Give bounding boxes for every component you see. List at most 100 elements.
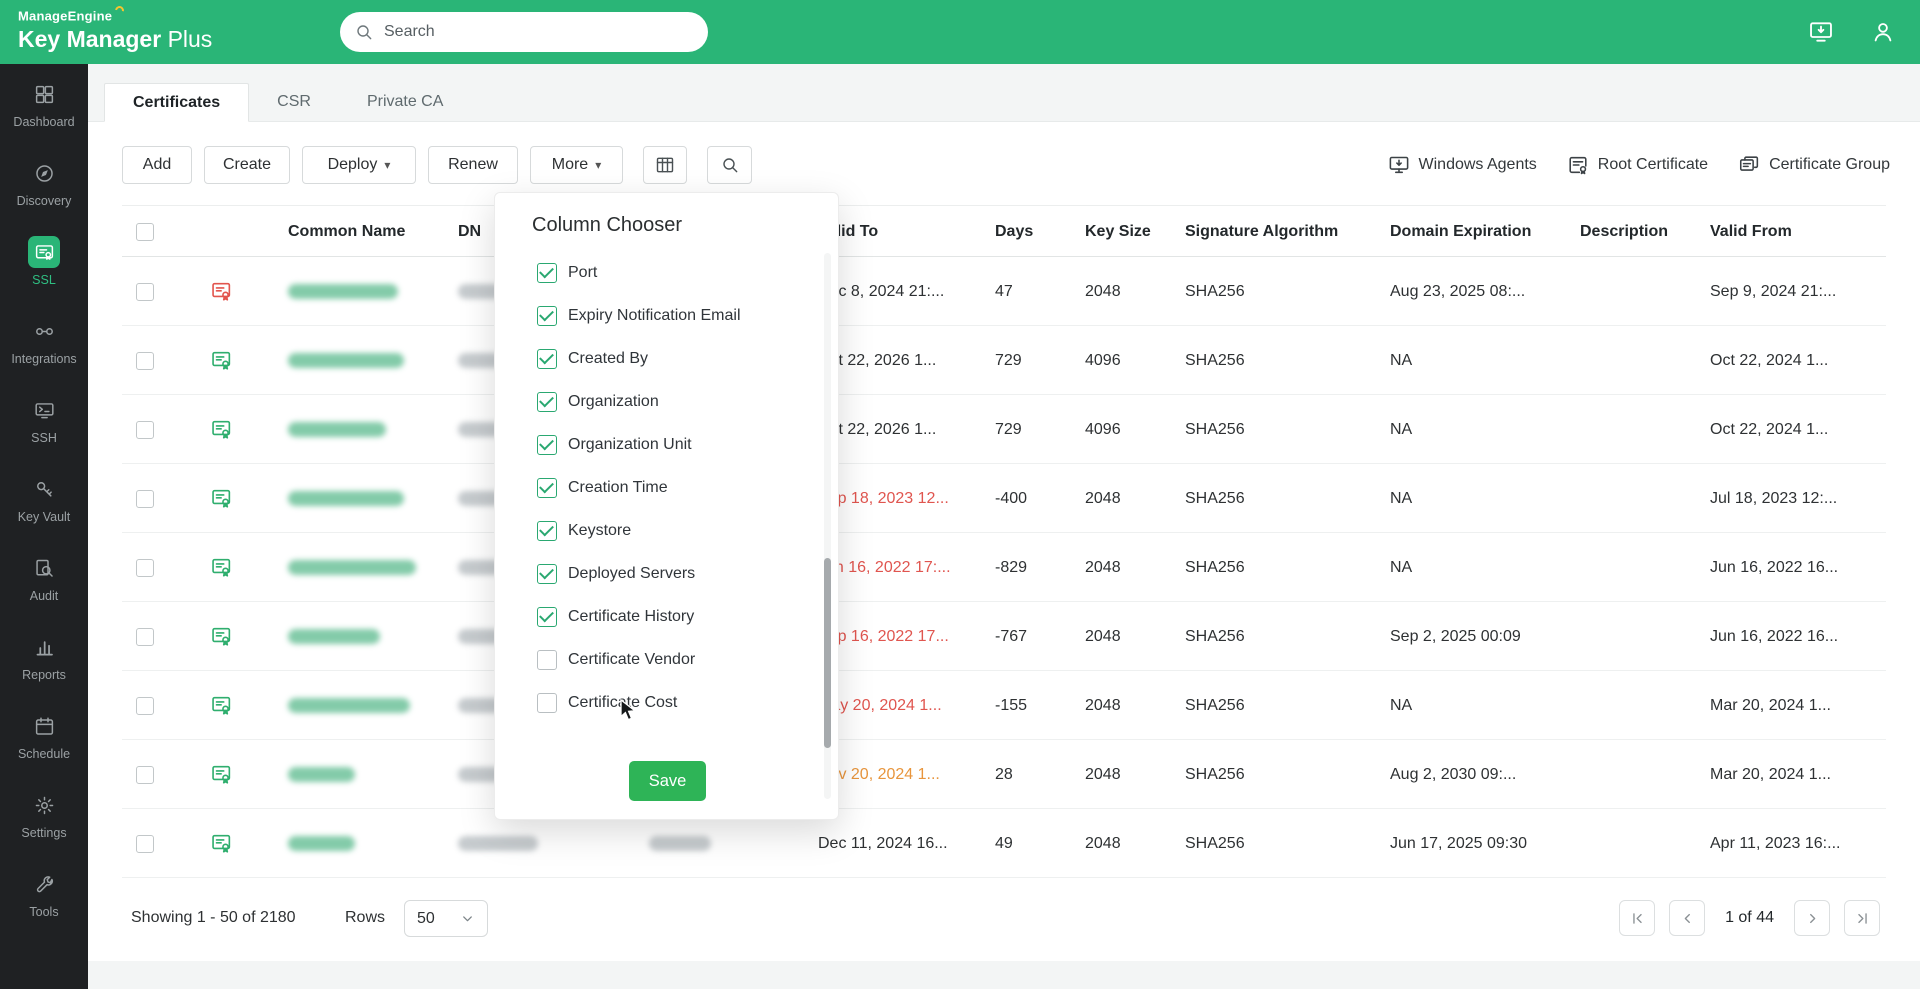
tab-csr[interactable]: CSR bbox=[277, 93, 311, 110]
tools-icon bbox=[34, 874, 55, 895]
sidebar-item-ssl[interactable]: SSL bbox=[0, 222, 88, 301]
checked-checkbox[interactable] bbox=[537, 348, 557, 369]
unchecked-checkbox[interactable] bbox=[537, 649, 557, 670]
checked-checkbox[interactable] bbox=[537, 391, 557, 412]
sidebar-item-discovery[interactable]: Discovery bbox=[0, 143, 88, 222]
select-all-checkbox[interactable] bbox=[136, 223, 154, 241]
select-all-cell[interactable] bbox=[136, 206, 154, 258]
tab-certificates[interactable]: Certificates bbox=[104, 83, 250, 122]
column-header-days[interactable]: Days bbox=[995, 223, 1034, 240]
common-name-redacted bbox=[288, 353, 404, 368]
integrations-icon bbox=[34, 321, 55, 342]
column-chooser-item-certificate-history[interactable]: Certificate History bbox=[537, 595, 804, 638]
root-certificate-link[interactable]: Root Certificate bbox=[1567, 154, 1708, 176]
column-header-key_size[interactable]: Key Size bbox=[1085, 223, 1151, 240]
windows-agents-link[interactable]: Windows Agents bbox=[1388, 154, 1537, 176]
button-label: Add bbox=[142, 156, 172, 173]
cell-domain_expiration: Aug 23, 2025 08:... bbox=[1390, 282, 1526, 300]
sidebar-item-integrations[interactable]: Integrations bbox=[0, 301, 88, 380]
global-search[interactable] bbox=[340, 12, 708, 52]
cell-valid_to: Jun 16, 2022 17:... bbox=[818, 558, 951, 576]
column-header-domain_expiration[interactable]: Domain Expiration bbox=[1390, 223, 1532, 240]
top-header: ManageEngine Key Manager Plus bbox=[0, 0, 1920, 64]
row-checkbox[interactable] bbox=[136, 765, 154, 784]
row-checkbox[interactable] bbox=[136, 489, 154, 508]
column-chooser-item-creation-time[interactable]: Creation Time bbox=[537, 466, 804, 509]
sidebar-item-tools[interactable]: Tools bbox=[0, 854, 88, 933]
row-checkbox[interactable] bbox=[136, 834, 154, 853]
column-chooser-item-certificate-cost[interactable]: Certificate Cost bbox=[537, 681, 804, 724]
sidebar-item-key-vault[interactable]: Key Vault bbox=[0, 459, 88, 538]
row-checkbox[interactable] bbox=[136, 696, 154, 715]
table-search-button[interactable] bbox=[707, 146, 752, 184]
next-page-button[interactable] bbox=[1794, 900, 1830, 936]
column-chooser-item-keystore[interactable]: Keystore bbox=[537, 509, 804, 552]
table-row: Nov 20, 2024 1... 28 2048 SHA256 Aug 2, 2030… bbox=[122, 740, 1886, 809]
certificate-icon bbox=[210, 694, 233, 717]
column-chooser-item-organization[interactable]: Organization bbox=[537, 380, 804, 423]
popup-scrollbar-track[interactable] bbox=[824, 253, 831, 799]
column-chooser-item-label: Expiry Notification Email bbox=[568, 306, 741, 324]
column-header-valid_from[interactable]: Valid From bbox=[1710, 223, 1792, 240]
certificate-group-link[interactable]: Certificate Group bbox=[1738, 154, 1890, 176]
hidden-column-redacted bbox=[649, 809, 711, 878]
sidebar-item-settings[interactable]: Settings bbox=[0, 775, 88, 854]
popup-scrollbar-thumb[interactable] bbox=[824, 558, 831, 748]
button-label: Renew bbox=[448, 156, 498, 173]
column-chooser-item-deployed-servers[interactable]: Deployed Servers bbox=[537, 552, 804, 595]
last-page-button[interactable] bbox=[1844, 900, 1880, 936]
previous-page-button[interactable] bbox=[1669, 900, 1706, 936]
checked-checkbox[interactable] bbox=[537, 606, 557, 627]
checked-checkbox[interactable] bbox=[537, 262, 557, 283]
user-profile-icon[interactable] bbox=[1870, 19, 1896, 45]
more-button[interactable]: More ▾ bbox=[530, 146, 623, 184]
cell-common_name bbox=[288, 671, 410, 740]
column-header-signature_algorithm[interactable]: Signature Algorithm bbox=[1185, 223, 1339, 240]
toolbar-links: Windows Agents Root Certificate Certificat… bbox=[1388, 146, 1890, 184]
row-checkbox[interactable] bbox=[136, 627, 154, 646]
column-chooser-item-organization-unit[interactable]: Organization Unit bbox=[537, 423, 804, 466]
column-chooser-item-certificate-vendor[interactable]: Certificate Vendor bbox=[537, 638, 804, 681]
create-button[interactable]: Create bbox=[204, 146, 290, 184]
column-chooser-item-label: Organization Unit bbox=[568, 435, 692, 453]
dn-redacted bbox=[458, 836, 538, 851]
row-checkbox[interactable] bbox=[136, 420, 154, 439]
row-checkbox[interactable] bbox=[136, 282, 154, 301]
sidebar-item-ssh[interactable]: SSH bbox=[0, 380, 88, 459]
cell-days: 729 bbox=[995, 351, 1022, 369]
column-chooser-popup: Column Chooser Port Expiry Notification E… bbox=[494, 192, 839, 820]
checked-checkbox[interactable] bbox=[537, 477, 557, 498]
sidebar-item-audit[interactable]: Audit bbox=[0, 538, 88, 617]
first-page-button[interactable] bbox=[1619, 900, 1656, 936]
sidebar-item-label: Reports bbox=[22, 668, 66, 682]
checked-checkbox[interactable] bbox=[537, 520, 557, 541]
deploy-button[interactable]: Deploy ▾ bbox=[302, 146, 416, 184]
renew-button[interactable]: Renew bbox=[428, 146, 518, 184]
rows-per-page-select[interactable]: 50 bbox=[404, 900, 488, 937]
row-checkbox[interactable] bbox=[136, 558, 154, 577]
add-button[interactable]: Add bbox=[122, 146, 192, 184]
save-button[interactable]: Save bbox=[629, 761, 706, 801]
checked-checkbox[interactable] bbox=[537, 305, 557, 326]
column-chooser-item-expiry-notification-email[interactable]: Expiry Notification Email bbox=[537, 294, 804, 337]
sidebar-item-reports[interactable]: Reports bbox=[0, 617, 88, 696]
sidebar-item-dashboard[interactable]: Dashboard bbox=[0, 64, 88, 143]
row-checkbox[interactable] bbox=[136, 351, 154, 370]
brand-company: ManageEngine bbox=[18, 4, 212, 24]
global-search-input[interactable] bbox=[384, 23, 694, 41]
column-header-description[interactable]: Description bbox=[1580, 223, 1669, 240]
tab-private-ca[interactable]: Private CA bbox=[366, 93, 444, 110]
column-chooser-button[interactable] bbox=[643, 146, 687, 184]
column-chooser-item-created-by[interactable]: Created By bbox=[537, 337, 804, 380]
column-header-common_name[interactable]: Common Name bbox=[288, 223, 406, 240]
checked-checkbox[interactable] bbox=[537, 434, 557, 455]
common-name-redacted bbox=[288, 836, 355, 851]
unchecked-checkbox[interactable] bbox=[537, 692, 557, 713]
column-chooser-item-port[interactable]: Port bbox=[537, 251, 804, 294]
agent-download-icon[interactable] bbox=[1808, 19, 1834, 45]
cell-valid_from: Apr 11, 2023 16:... bbox=[1710, 834, 1841, 852]
checked-checkbox[interactable] bbox=[537, 563, 557, 584]
sidebar-item-schedule[interactable]: Schedule bbox=[0, 696, 88, 775]
column-header-dn[interactable]: DN bbox=[458, 223, 482, 240]
cell-signature_algorithm: SHA256 bbox=[1185, 282, 1245, 300]
